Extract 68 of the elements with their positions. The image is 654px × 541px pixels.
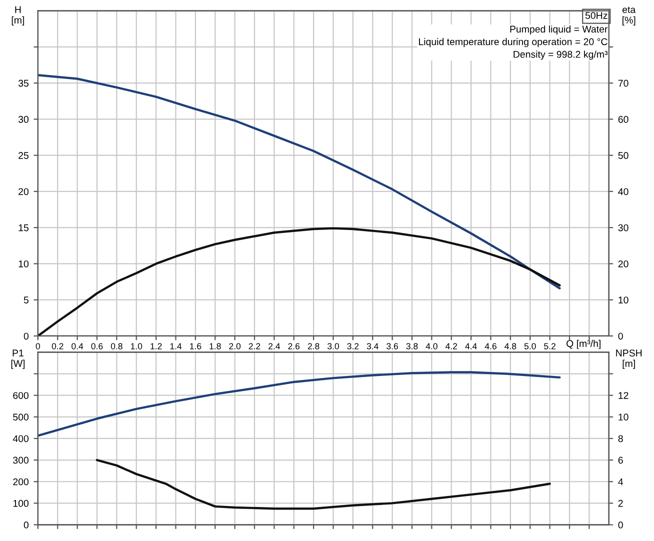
x-tick-label: 1.2 — [150, 343, 162, 350]
y-tick-label: 20 — [18, 188, 29, 196]
x-tick-label: 4.0 — [426, 343, 438, 350]
x-tick-label: 4.2 — [445, 343, 458, 350]
x-tick-label: 0.2 — [52, 343, 64, 350]
x-tick-label: 3.8 — [406, 343, 418, 350]
y2-tick-label: 0 — [618, 522, 623, 528]
y-tick-label: 10 — [18, 260, 29, 268]
y-axis-title: H [m] — [12, 6, 24, 26]
line-series — [38, 74, 561, 290]
x-tick-label: 4.8 — [504, 343, 516, 350]
y-tick-label: 15 — [18, 224, 28, 232]
x-tick-label: 0.8 — [110, 343, 122, 350]
y-tick-label: 100 — [13, 500, 29, 507]
x-tick-label: 2.8 — [308, 343, 320, 350]
line-series — [38, 371, 561, 437]
y-tick-label: 500 — [13, 414, 29, 421]
x-tick-label: 4.6 — [484, 343, 496, 350]
x-tick-label: 2.0 — [229, 343, 241, 350]
y2-tick-label: 20 — [618, 260, 628, 268]
x-tick-label: 0.4 — [72, 343, 84, 350]
x-tick-label: 5.2 — [544, 343, 556, 350]
y2-tick-label: 30 — [618, 224, 628, 232]
y2-tick-label: 50 — [618, 152, 628, 159]
annotation: 50Hz — [585, 12, 608, 19]
line-series — [96, 458, 551, 510]
x-tick-label: 5.0 — [524, 343, 536, 350]
x-tick-label: 1.8 — [210, 343, 221, 350]
x-tick-label: 3.2 — [347, 343, 359, 350]
x-tick-label: 2.4 — [268, 343, 280, 350]
y2-tick-label: 60 — [618, 116, 628, 123]
y-tick-label: 200 — [13, 478, 29, 486]
y-tick-label: 300 — [13, 456, 29, 464]
x-tick-label: 3.0 — [328, 343, 339, 350]
x-tick-label: 0.6 — [91, 343, 103, 350]
x-tick-label: 2.6 — [288, 343, 300, 350]
x-tick-label: 3.6 — [386, 343, 398, 350]
y-tick-label: 30 — [18, 116, 29, 123]
y2-tick-label: 8 — [618, 435, 623, 442]
y-tick-label: 35 — [18, 80, 28, 87]
x-tick-label: 1.4 — [170, 343, 182, 350]
y-tick-label: 0 — [24, 522, 29, 528]
y-axis-title: P1 [W] — [11, 350, 25, 369]
y-tick-label: 600 — [13, 392, 29, 399]
x-tick-label: 4.4 — [465, 343, 477, 350]
line-series — [38, 227, 561, 336]
annotation: Pumped liquid = Water Liquid temperature during operation = 20 °C Density = 998.2 kg/m³ — [419, 25, 608, 60]
y2-tick-label: 10 — [618, 296, 628, 304]
y-tick-label: 400 — [12, 435, 29, 442]
x-tick-label: 1.0 — [130, 343, 142, 350]
x-tick-label: 2.2 — [248, 343, 260, 350]
y2-tick-label: 6 — [618, 456, 623, 464]
y-tick-label: 0 — [24, 332, 29, 340]
y2-tick-label: 70 — [618, 80, 628, 87]
y-tick-label: 5 — [24, 296, 28, 304]
y2-axis-title: eta [%] — [622, 6, 636, 26]
y2-tick-label: 10 — [618, 414, 628, 421]
y2-tick-label: 40 — [618, 188, 628, 196]
y-tick-label: 25 — [18, 152, 28, 159]
y2-axis-title: NPSH [m] — [616, 350, 642, 369]
y2-tick-label: 2 — [618, 500, 623, 507]
x-tick-label: 0 — [36, 343, 40, 350]
x-tick-label: 3.4 — [366, 343, 378, 350]
x-axis-title: Q [m³/h] — [566, 340, 600, 349]
y2-tick-label: 4 — [618, 478, 624, 486]
x-tick-label: 1.6 — [190, 343, 202, 350]
y2-tick-label: 0 — [618, 332, 623, 340]
y2-tick-label: 12 — [618, 392, 628, 399]
